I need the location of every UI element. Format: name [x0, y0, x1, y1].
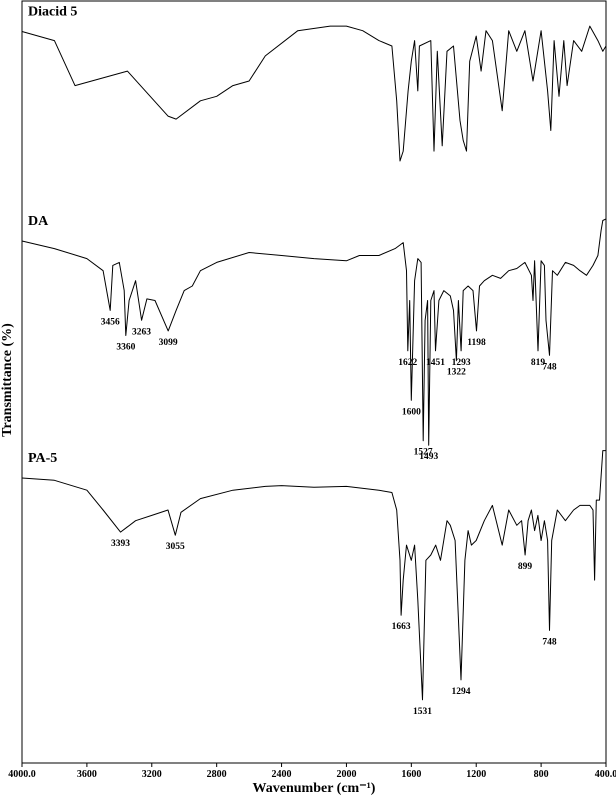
spectrum-line	[21, 25, 607, 162]
spectrum-line	[21, 218, 607, 446]
peak-label: 899	[518, 562, 533, 572]
peak-label: 3393	[111, 539, 130, 549]
peak-label: 3055	[166, 542, 185, 552]
x-tick-label: 1600	[401, 769, 421, 780]
peak-label: 1663	[392, 622, 411, 632]
peak-label: 1198	[467, 338, 486, 348]
x-tick-label: 1200	[466, 769, 486, 780]
x-tick-label: 800	[534, 769, 549, 780]
x-tick-label: 2000	[336, 769, 356, 780]
x-axis-label: Wavenumber (cm⁻¹)	[253, 781, 376, 796]
series-name: Diacid 5	[28, 4, 77, 19]
peak-label: 1527	[414, 448, 433, 458]
series-name: DA	[28, 214, 49, 229]
peak-label: 1451	[426, 358, 445, 368]
spectrum-line	[21, 450, 606, 701]
peak-label: 1294	[451, 687, 470, 697]
peak-label: 3099	[159, 338, 178, 348]
x-tick-label: 400.0	[595, 769, 616, 780]
x-tick-label: 3600	[77, 769, 97, 780]
peak-label: 1322	[447, 368, 466, 378]
peak-label: 1600	[402, 407, 421, 417]
peak-label: 1493	[419, 452, 438, 462]
peak-label: 3456	[101, 317, 120, 327]
x-tick-label: 2400	[272, 769, 292, 780]
series-name: PA-5	[28, 451, 57, 466]
plot-frame	[21, 0, 607, 764]
peak-label: 819	[531, 358, 546, 368]
x-tick-label: 3200	[142, 769, 162, 780]
peak-label: 748	[542, 637, 557, 647]
peak-label: 3263	[132, 327, 151, 337]
peak-label: 748	[542, 362, 557, 372]
peak-label: 1531	[413, 707, 432, 717]
y-axis-label: Transmittance (%)	[0, 323, 15, 437]
peak-label: 3360	[116, 343, 135, 353]
x-tick-label: 4000.0	[8, 769, 36, 780]
peak-label: 1293	[452, 358, 471, 368]
x-tick-label: 2800	[207, 769, 227, 780]
peak-label: 1622	[398, 358, 417, 368]
